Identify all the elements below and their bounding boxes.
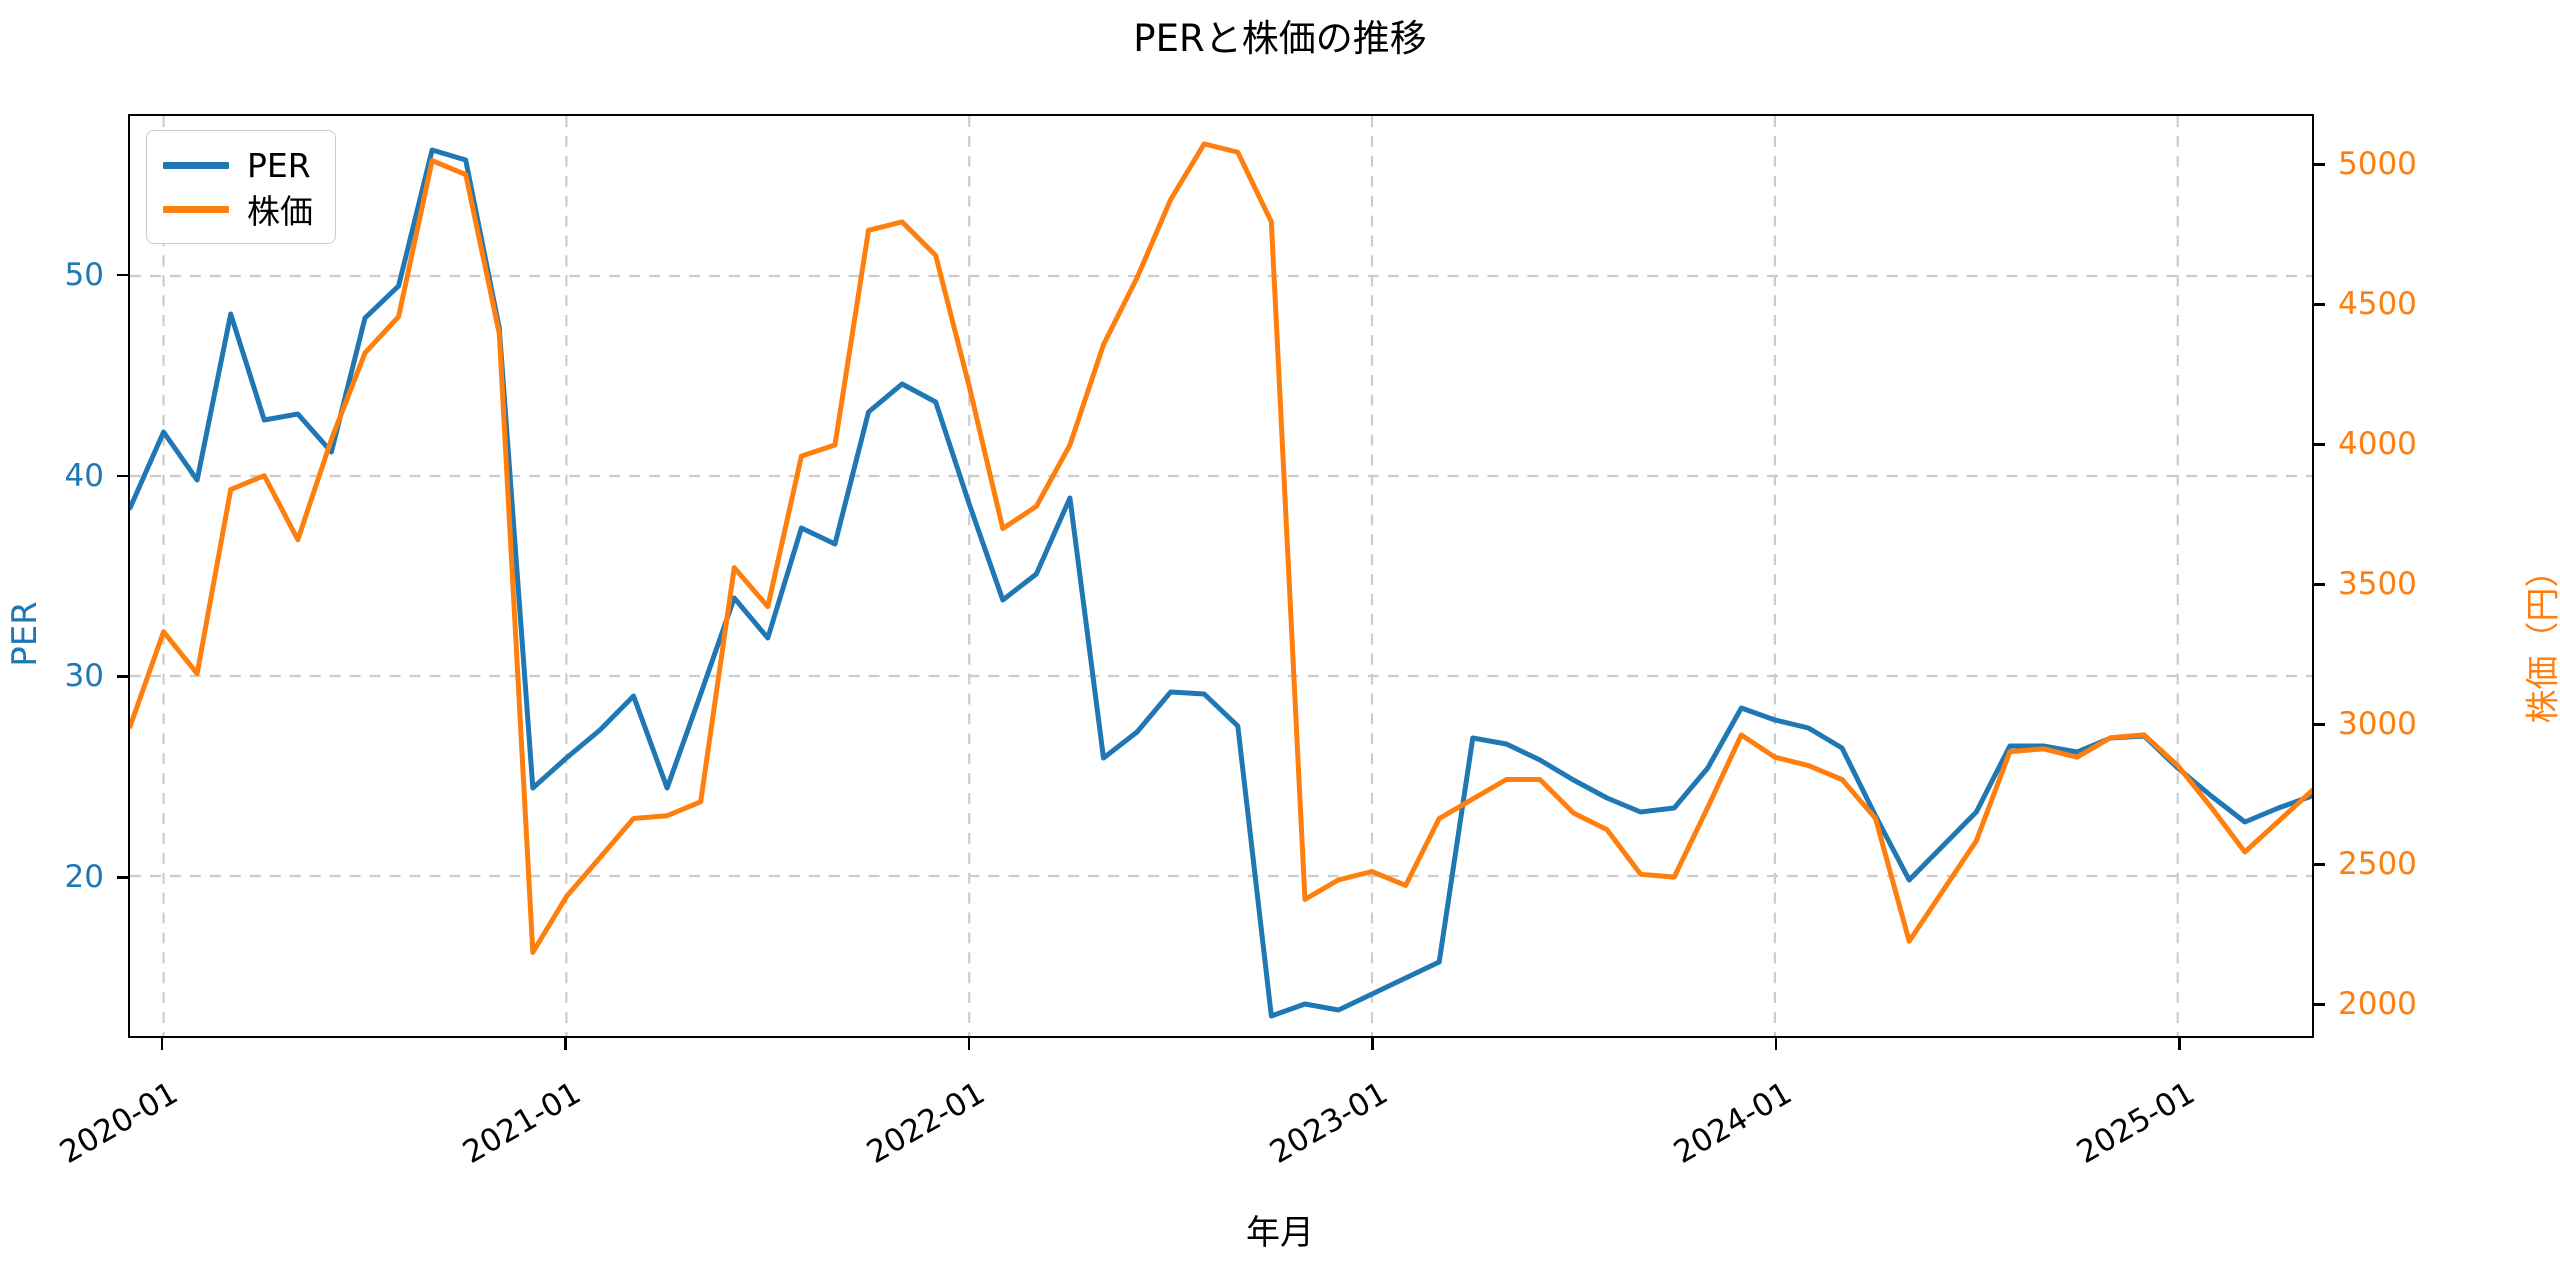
y-axis-left-tick-mark	[117, 675, 128, 678]
legend-item-per: PER	[163, 143, 313, 187]
y-axis-right-tick-label: 3000	[2338, 706, 2417, 743]
legend-item-kabuka: 株価	[163, 187, 313, 231]
x-axis-tick-mark	[1774, 1038, 1778, 1050]
y-axis-right-tick-label: 3500	[2338, 566, 2417, 603]
x-axis-tick-label: 2023-01	[1264, 1075, 1395, 1171]
y-axis-left-tick-label: 30	[64, 658, 104, 695]
legend-label-per: PER	[247, 145, 311, 185]
y-axis-right-tick-mark	[2314, 723, 2325, 726]
x-axis-tick-label: 2024-01	[1667, 1075, 1798, 1171]
y-axis-right-tick-mark	[2314, 583, 2325, 586]
series-line-kabuka	[130, 141, 2312, 955]
chart-title: PERと株価の推移	[1133, 17, 1427, 60]
y-axis-left-tick-mark	[117, 876, 128, 879]
y-axis-right-tick-mark	[2314, 443, 2325, 446]
x-axis-tick-label: 2021-01	[457, 1075, 588, 1171]
legend-label-kabuka: 株価	[247, 192, 313, 231]
y-axis-left-title: PER	[4, 601, 45, 667]
x-axis-tick-mark	[2178, 1038, 2181, 1050]
x-axis-tick-mark	[160, 1038, 164, 1050]
y-axis-left-tick-mark	[117, 474, 128, 477]
x-axis-tick-mark	[564, 1038, 567, 1050]
legend-swatch-per	[163, 161, 229, 169]
x-axis-tick-label: 2025-01	[2071, 1075, 2202, 1171]
y-axis-right-tick-mark	[2314, 1003, 2325, 1006]
y-axis-right-tick-label: 5000	[2338, 146, 2417, 183]
y-axis-left-tick-label: 50	[64, 256, 104, 293]
gridlines	[130, 116, 2312, 1036]
y-axis-right-tick-mark	[2314, 163, 2325, 166]
y-axis-left-tick-label: 40	[64, 457, 104, 494]
y-axis-left-tick-label: 20	[64, 859, 104, 896]
y-axis-right-tick-label: 2500	[2338, 846, 2417, 883]
y-axis-right-tick-label: 4000	[2338, 426, 2417, 463]
y-axis-left-tick-mark	[117, 273, 128, 277]
x-axis-tick-mark	[1371, 1038, 1374, 1050]
x-axis-tick-mark	[967, 1038, 971, 1050]
series-line-per	[130, 147, 2312, 1019]
x-axis-tick-label: 2020-01	[53, 1075, 184, 1171]
y-axis-right-tick-label: 2000	[2338, 986, 2417, 1023]
series-lines	[130, 141, 2312, 1019]
y-axis-right-tick-label: 4500	[2338, 286, 2417, 323]
plot-area	[128, 114, 2314, 1038]
x-axis-title: 年月	[1246, 1213, 1314, 1253]
y-axis-right-tick-mark	[2314, 863, 2325, 866]
y-axis-right-title: 株価（円）	[2523, 553, 2560, 724]
x-axis-tick-label: 2022-01	[860, 1075, 991, 1171]
legend-swatch-kabuka	[163, 205, 229, 213]
y-axis-right-tick-mark	[2314, 303, 2325, 306]
chart-legend: PER 株価	[146, 130, 336, 244]
